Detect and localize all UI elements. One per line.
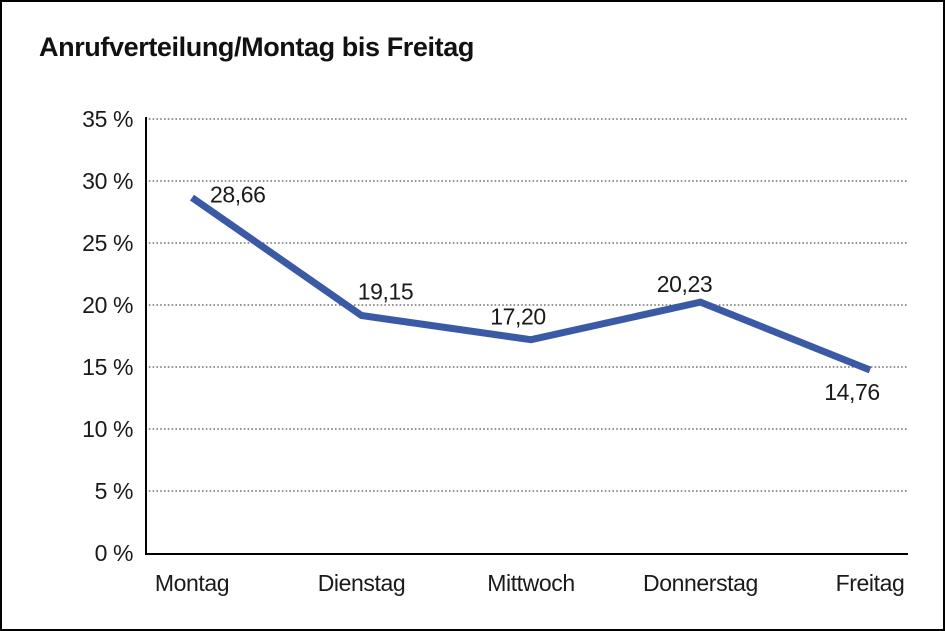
x-category-label: Mittwoch: [487, 570, 575, 596]
data-value-label: 17,20: [490, 304, 546, 330]
data-value-label: 19,15: [358, 279, 414, 305]
y-tick-label: 25 %: [82, 230, 133, 256]
y-tick-label: 0 %: [95, 540, 133, 566]
y-tick-label: 15 %: [82, 354, 133, 380]
y-tick-label: 20 %: [82, 292, 133, 318]
data-value-label: 14,76: [824, 379, 880, 405]
y-tick-label: 5 %: [95, 478, 133, 504]
x-category-label: Montag: [155, 570, 229, 596]
x-category-label: Freitag: [836, 570, 905, 596]
y-tick-label: 30 %: [82, 168, 133, 194]
data-value-label: 28,66: [210, 182, 266, 208]
x-category-label: Donnerstag: [643, 570, 758, 596]
x-category-label: Dienstag: [318, 570, 406, 596]
y-tick-label: 35 %: [82, 106, 133, 132]
data-line-series: [190, 194, 872, 374]
data-value-label: 20,23: [657, 271, 713, 297]
chart-title: Anrufverteilung/Montag bis Freitag: [39, 32, 474, 62]
y-tick-label: 10 %: [82, 416, 133, 442]
